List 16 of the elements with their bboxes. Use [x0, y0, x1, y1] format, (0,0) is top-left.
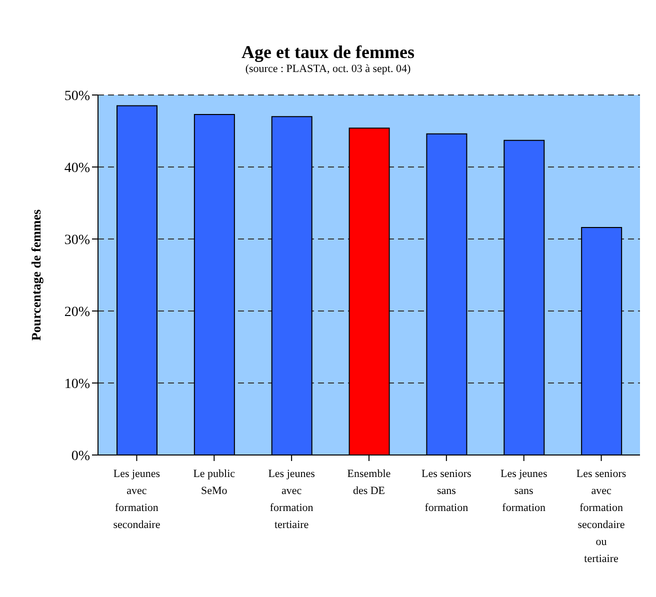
y-tick-label: 20%: [64, 304, 90, 320]
x-tick-label: Les jeunes sans formation: [500, 468, 548, 514]
x-tick-label: Ensemble des DE: [347, 468, 391, 497]
x-tick-label: Les seniors avec formation secondaire ou tertiaire: [576, 468, 626, 565]
x-tick-label: Les jeunes avec formation secondaire: [113, 468, 160, 531]
y-tick-label: 0%: [71, 448, 90, 464]
y-axis-title: Pourcentage de femmes: [28, 209, 44, 341]
x-tick-label: Les jeunes avec formation tertiaire: [268, 468, 315, 531]
y-tick-label: 10%: [64, 376, 90, 392]
y-tick-label: 50%: [64, 88, 90, 104]
chart-title: Age et taux de femmes: [240, 42, 416, 63]
x-tick-label: Le public SeMo: [193, 468, 236, 497]
y-tick-label: 40%: [64, 160, 90, 176]
chart-subtitle: (source : PLASTA, oct. 03 à sept. 04): [244, 63, 412, 75]
y-tick-label: 30%: [64, 232, 90, 248]
x-tick-label: Les seniors sans formation: [422, 468, 472, 514]
